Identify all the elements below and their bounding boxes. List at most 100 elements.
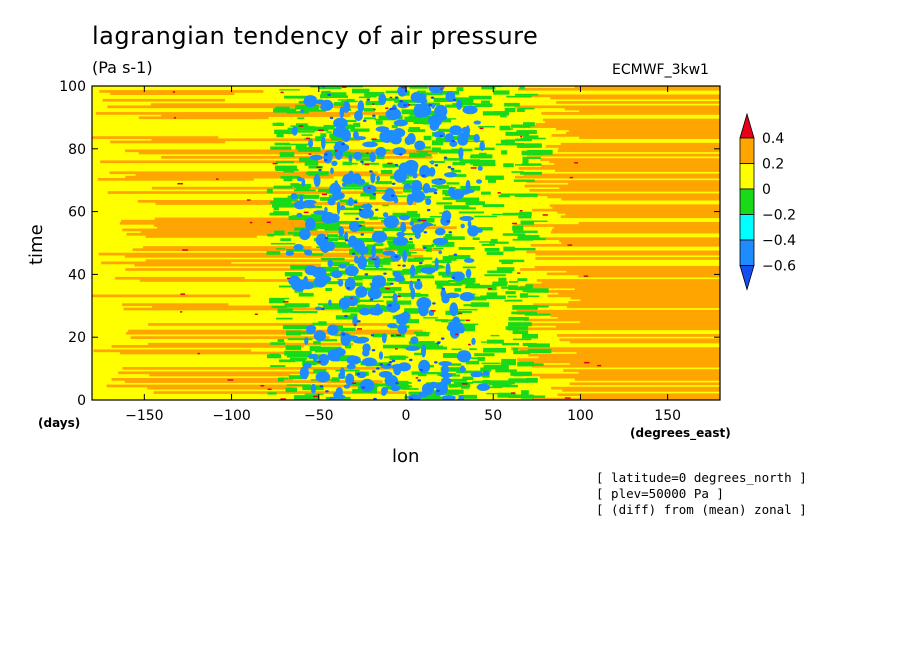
anomaly-green [325, 287, 333, 292]
anomaly-green [475, 103, 493, 108]
anomaly-dark [395, 382, 399, 385]
anomaly-green [500, 361, 516, 366]
anomaly-green [442, 197, 458, 200]
band-east [564, 107, 720, 111]
band-west [125, 175, 334, 179]
anomaly-green [364, 117, 376, 120]
band-east [519, 285, 720, 289]
anomaly-blue [431, 103, 435, 109]
anomaly-green [500, 193, 515, 196]
anomaly-blue [406, 133, 416, 145]
band-west [139, 279, 319, 282]
anomaly-dark [341, 142, 345, 146]
chart-notes: [ latitude=0 degrees_north ] [ plev=5000… [596, 470, 807, 518]
anomaly-green [350, 128, 370, 132]
anomaly-green [274, 165, 297, 171]
anomaly-blue [306, 326, 316, 335]
anomaly-dark [439, 134, 444, 138]
anomaly-red [317, 360, 321, 363]
anomaly-green [307, 171, 329, 176]
anomaly-green [525, 284, 533, 289]
anomaly-green [372, 333, 388, 338]
anomaly-green [470, 302, 490, 307]
band-east [576, 351, 720, 355]
anomaly-green [374, 118, 396, 121]
anomaly-dark [434, 361, 438, 364]
y-tick-label: 80 [68, 142, 86, 158]
anomaly-green [440, 367, 463, 372]
anomaly-dark [369, 298, 374, 301]
anomaly-green [321, 266, 339, 272]
anomaly-red [519, 209, 523, 212]
contour-field [92, 86, 720, 400]
anomaly-green [444, 205, 470, 210]
anomaly-green [508, 322, 532, 327]
anomaly-blue [438, 250, 443, 255]
anomaly-green [512, 225, 524, 231]
anomaly-dark [319, 385, 324, 388]
band-west [153, 391, 407, 394]
band-east [557, 316, 720, 320]
band-east [556, 334, 720, 337]
band-east [551, 386, 720, 390]
chart-title: lagrangian tendency of air pressure [92, 22, 539, 50]
band-west [161, 156, 433, 159]
anomaly-green [342, 307, 366, 313]
anomaly-green [390, 195, 407, 197]
band-east [525, 283, 720, 287]
anomaly-green [270, 200, 292, 204]
band-west [134, 263, 321, 267]
anomaly-green [524, 295, 540, 297]
anomaly-red [280, 398, 286, 400]
anomaly-blue [375, 146, 387, 157]
anomaly-blue [448, 186, 456, 197]
anomaly-green [442, 353, 458, 358]
anomaly-green [460, 185, 481, 191]
anomaly-green [274, 230, 285, 236]
anomaly-green [484, 247, 500, 252]
anomaly-dark [426, 208, 431, 212]
anomaly-blue [445, 91, 456, 103]
anomaly-red [272, 162, 278, 165]
anomaly-green [287, 231, 297, 235]
band-west [93, 349, 251, 353]
x-tick-label: 0 [402, 408, 411, 424]
anomaly-green [381, 282, 391, 286]
anomaly-blue [333, 394, 346, 400]
anomaly-green [511, 311, 537, 315]
anomaly-red [420, 219, 427, 222]
band-west [107, 191, 403, 194]
band-west [137, 199, 303, 203]
anomaly-green [517, 361, 535, 367]
anomaly-red [597, 364, 602, 367]
note-latitude: [ latitude=0 degrees_north ] [596, 470, 807, 485]
anomaly-red [564, 397, 571, 399]
anomaly-green [288, 375, 307, 380]
anomaly-blue [403, 310, 407, 320]
anomaly-green [453, 99, 473, 102]
anomaly-dark [441, 287, 446, 291]
anomaly-blue [459, 292, 475, 302]
anomaly-green [491, 295, 499, 297]
anomaly-green [524, 313, 551, 316]
anomaly-green [397, 119, 421, 123]
band-west [152, 305, 306, 309]
anomaly-green [303, 109, 327, 112]
anomaly-green [313, 368, 327, 374]
anomaly-blue [331, 160, 338, 167]
colorbar: 0.4 0.2 0 −0.2 −0.4 −0.6 [739, 112, 796, 291]
anomaly-blue [400, 221, 407, 233]
anomaly-green [429, 160, 445, 164]
anomaly-dark [360, 233, 365, 236]
anomaly-green [361, 162, 380, 165]
anomaly-green [448, 255, 471, 259]
y-axis-unit: (days) [38, 416, 81, 430]
x-axis-unit: (degrees_east) [630, 426, 731, 440]
band-west [101, 261, 232, 265]
anomaly-red [172, 91, 176, 93]
band-west [119, 221, 421, 225]
anomaly-green [474, 147, 495, 151]
anomaly-green [478, 125, 495, 128]
anomaly-green [520, 171, 543, 175]
anomaly-blue [347, 197, 354, 207]
